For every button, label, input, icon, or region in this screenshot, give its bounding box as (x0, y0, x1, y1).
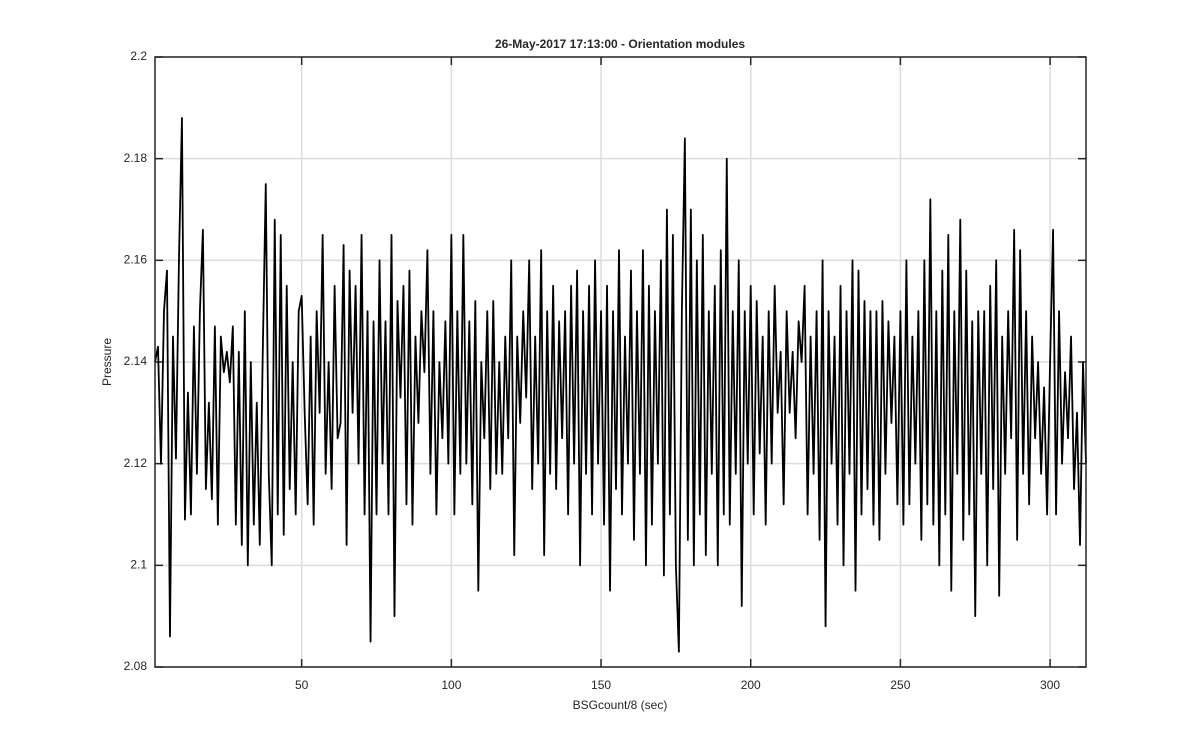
y-tick-label: 2.14 (124, 354, 148, 368)
x-tick-label: 100 (441, 678, 461, 692)
chart-title: 26-May-2017 17:13:00 - Orientation modul… (495, 37, 745, 51)
y-tick-label: 2.12 (124, 456, 148, 470)
x-tick-label: 250 (890, 678, 910, 692)
x-tick-label: 50 (295, 678, 309, 692)
y-tick-label: 2.16 (124, 253, 148, 267)
x-tick-label: 200 (741, 678, 761, 692)
x-tick-label: 300 (1040, 678, 1060, 692)
plot-frame (154, 56, 1087, 668)
y-tick-label: 2.08 (124, 659, 148, 673)
y-tick-label: 2.1 (130, 558, 147, 572)
y-axis-label: Pressure (100, 338, 114, 386)
data-line (154, 117, 1087, 653)
x-axis-label: BSGcount/8 (sec) (573, 698, 668, 712)
y-tick-label: 2.18 (124, 151, 148, 165)
y-tick-label: 2.2 (130, 49, 147, 63)
x-tick-label: 150 (591, 678, 611, 692)
